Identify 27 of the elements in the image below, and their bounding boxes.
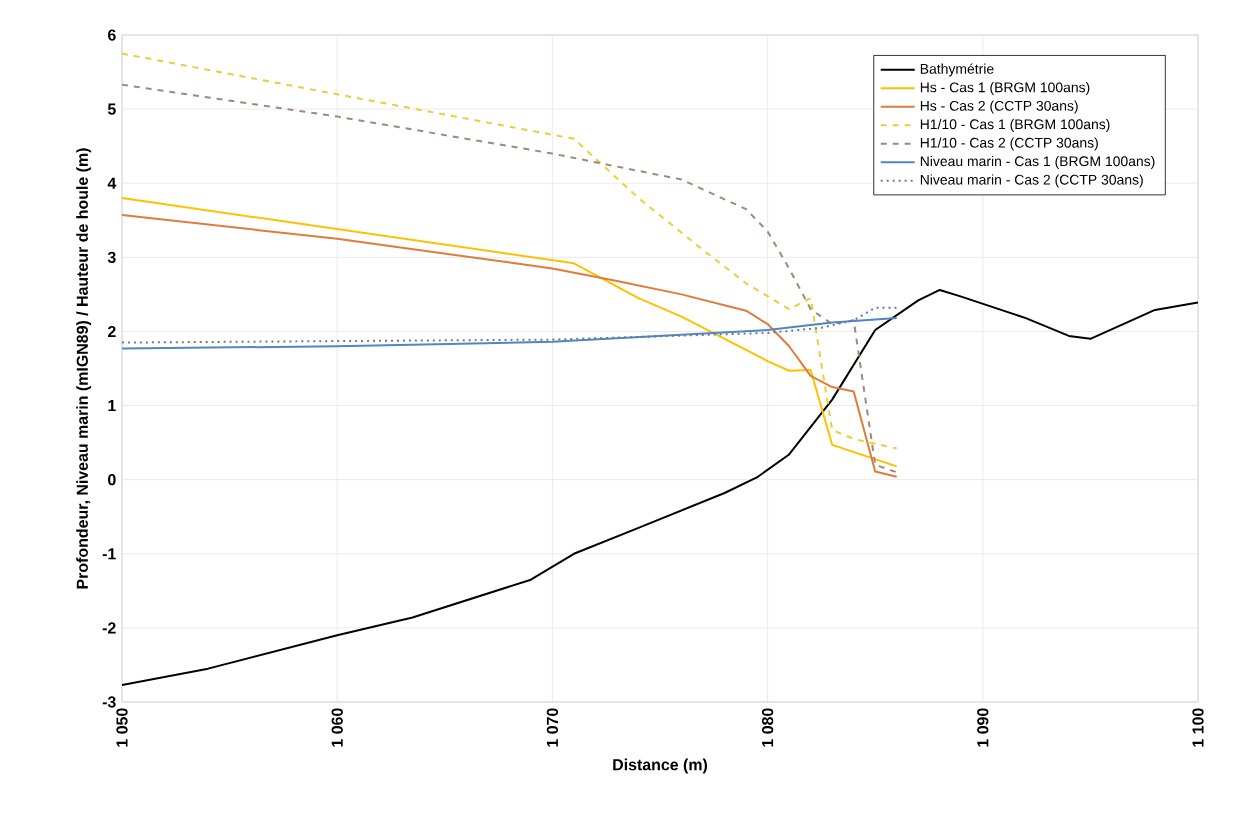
y-tick-label: 1 — [108, 400, 116, 412]
x-tick-label: 1 070 — [546, 708, 559, 747]
x-tick-label: 1 090 — [977, 708, 989, 747]
y-tick-label: 5 — [107, 103, 116, 115]
y-tick-label: -1 — [102, 548, 116, 560]
x-tick-label: 1 080 — [761, 708, 774, 747]
y-tick-label: -3 — [102, 696, 116, 708]
line-series — [122, 317, 898, 350]
line-series — [122, 288, 1199, 686]
legend-label: Hs - Cas 1 (BRGM 100ans) — [920, 82, 1090, 96]
legend-label: H1/10 - Cas 1 (BRGM 100ans) — [920, 118, 1110, 132]
legend-label: Niveau marin - Cas 2 (CCTP 30ans) — [920, 174, 1143, 188]
y-tick-label: 6 — [108, 29, 116, 41]
x-tick-label: 1 050 — [116, 708, 128, 747]
x-tick-label: 1 060 — [331, 708, 343, 747]
y-tick-label: 2 — [107, 325, 116, 338]
y-axis-title: Profondeur, Niveau marin (mIGN89) / Hauteur de houle (m) — [76, 148, 92, 589]
legend-label: H1/10 - Cas 2 (CCTP 30ans) — [920, 137, 1098, 151]
legend-label: Hs - Cas 2 (CCTP 30ans) — [920, 100, 1078, 114]
y-tick-label: 4 — [107, 177, 117, 189]
y-tick-label: -2 — [102, 622, 116, 634]
x-axis-title: Distance (m) — [613, 758, 708, 774]
y-tick-label: 3 — [107, 251, 116, 264]
x-tick-label: 1 100 — [1192, 708, 1204, 747]
legend-label: Bathymétrie — [920, 63, 994, 77]
y-tick-label: 0 — [108, 474, 116, 486]
legend-label: Niveau marin - Cas 1 (BRGM 100ans) — [920, 155, 1155, 169]
